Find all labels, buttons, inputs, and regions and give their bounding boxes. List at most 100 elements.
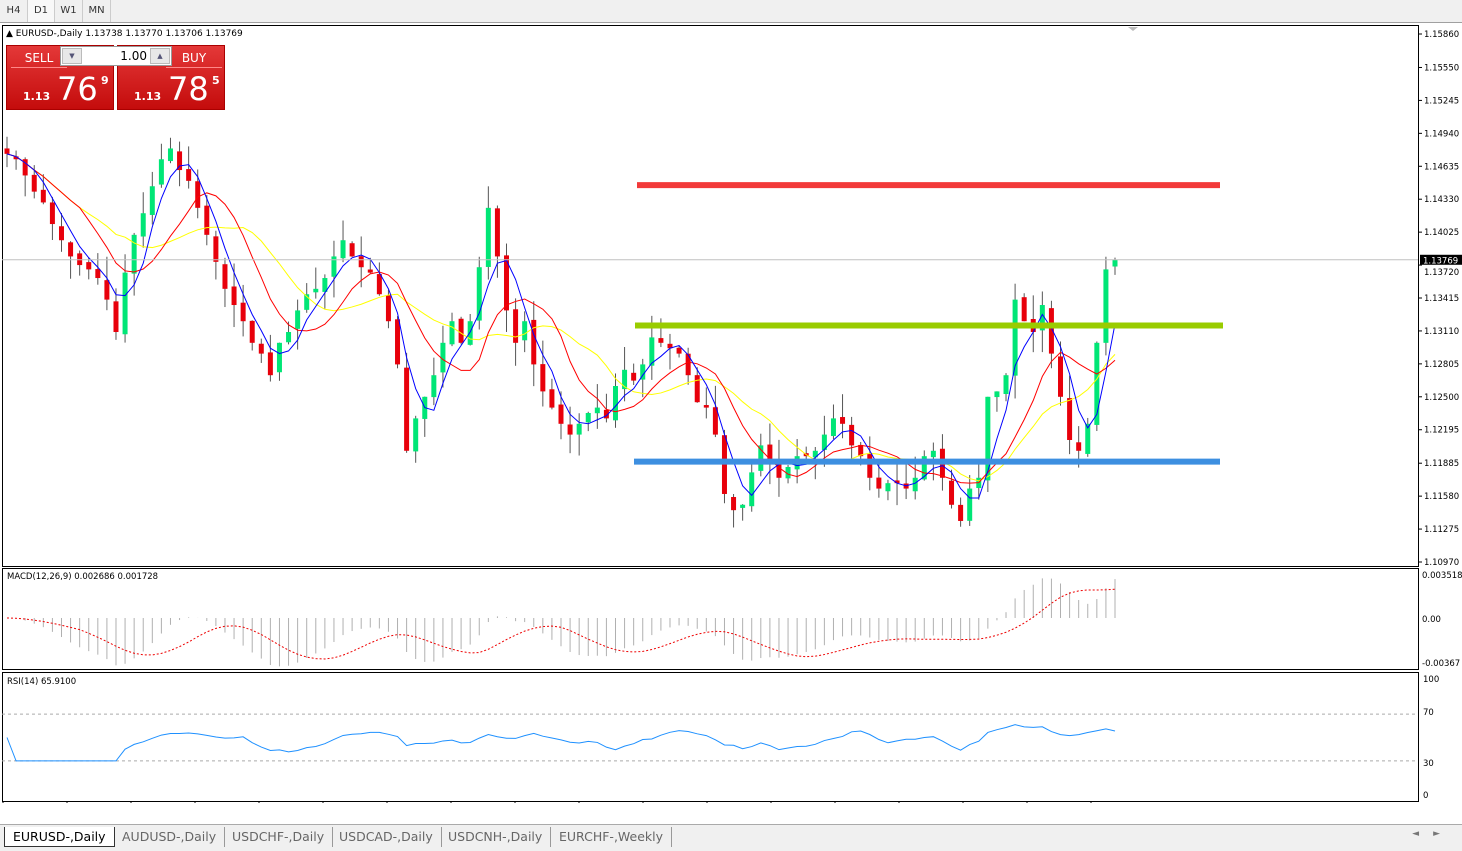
price-axis-label: 1.14330 bbox=[1424, 195, 1459, 205]
bull-candle bbox=[594, 407, 600, 414]
bull-candle bbox=[1039, 305, 1045, 331]
bear-candle bbox=[1067, 398, 1073, 440]
bull-candle bbox=[167, 148, 173, 162]
bull-candle bbox=[930, 450, 936, 458]
price-axis-label: 1.13720 bbox=[1424, 268, 1459, 278]
sell-price-prefix: 1.13 bbox=[23, 90, 51, 103]
bull-candle bbox=[821, 434, 827, 451]
bear-candle bbox=[658, 338, 664, 343]
timeframe-w1[interactable]: W1 bbox=[55, 0, 83, 22]
timeframe-d1[interactable]: D1 bbox=[28, 0, 55, 22]
ma-mid-line bbox=[6, 153, 1116, 484]
lot-size-stepper[interactable]: ▼ 1.00 ▲ bbox=[60, 46, 172, 66]
price-axis-label: 1.12500 bbox=[1424, 393, 1459, 403]
bear-candle bbox=[86, 262, 92, 270]
bear-candle bbox=[195, 181, 201, 208]
bull-candle bbox=[140, 213, 146, 237]
bear-candle bbox=[631, 372, 637, 381]
timeframe-h4[interactable]: H4 bbox=[0, 0, 28, 22]
bear-candle bbox=[113, 301, 119, 333]
price-axis-label: 1.10970 bbox=[1424, 558, 1459, 568]
price-axis-label: 1.14940 bbox=[1424, 129, 1459, 139]
macd-axis-label: 0.003518 bbox=[1422, 571, 1462, 581]
bear-candle bbox=[222, 264, 228, 289]
increase-lot-icon[interactable]: ▲ bbox=[150, 48, 170, 64]
bear-candle bbox=[249, 320, 255, 343]
tab-usdcad-daily[interactable]: USDCAD-,Daily bbox=[331, 827, 442, 847]
bull-candle bbox=[1094, 342, 1100, 425]
bull-candle bbox=[322, 278, 328, 292]
bear-candle bbox=[395, 319, 401, 365]
macd-axis-label: -0.00367 bbox=[1422, 659, 1460, 669]
bear-candle bbox=[1076, 442, 1082, 451]
price-axis-label: 1.15245 bbox=[1424, 96, 1459, 106]
tab-scroll-arrows-icon[interactable]: ◄► bbox=[1412, 829, 1454, 839]
bear-candle bbox=[213, 236, 219, 262]
bear-candle bbox=[531, 319, 537, 365]
bear-candle bbox=[68, 242, 74, 257]
tab-eurusd-daily[interactable]: EURUSD-,Daily bbox=[4, 827, 115, 847]
price-axis-label: 1.13415 bbox=[1424, 294, 1459, 304]
bear-candle bbox=[685, 353, 691, 376]
bull-candle bbox=[476, 267, 482, 321]
bear-candle bbox=[894, 480, 900, 484]
price-chart[interactable]: 1.15860 1.15550 1.15245 1.14940 1.14635 1.143… bbox=[2, 25, 1462, 803]
bull-candle bbox=[286, 332, 292, 343]
bear-candle bbox=[367, 269, 373, 273]
bear-candle bbox=[267, 352, 273, 376]
rsi-line bbox=[6, 724, 1116, 762]
bear-candle bbox=[4, 148, 10, 154]
bull-candle bbox=[122, 272, 128, 335]
timeframe-toolbar: H4 D1 W1 MN bbox=[0, 0, 1462, 23]
tab-eurchf-weekly[interactable]: EURCHF-,Weekly bbox=[551, 827, 673, 847]
bull-candle bbox=[967, 488, 973, 521]
collapse-triangle-icon[interactable]: ▲ bbox=[6, 29, 13, 39]
bull-candle bbox=[1012, 299, 1018, 376]
current-price-tag bbox=[1420, 254, 1462, 265]
bear-candle bbox=[712, 407, 718, 435]
price-axis-label: 1.14635 bbox=[1424, 162, 1459, 172]
tab-audusd-daily[interactable]: AUDUSD-,Daily bbox=[114, 827, 226, 847]
tab-usdchf-daily[interactable]: USDCHF-,Daily bbox=[224, 827, 334, 847]
rsi-pane-frame bbox=[2, 672, 1419, 802]
rsi-axis-label: 0 bbox=[1423, 791, 1428, 801]
bull-candle bbox=[640, 364, 646, 380]
bear-candle bbox=[186, 169, 192, 181]
price-axis-label: 1.15550 bbox=[1424, 63, 1459, 73]
macd-signal-line bbox=[6, 588, 1116, 660]
bear-candle bbox=[177, 151, 183, 171]
bull-candle bbox=[649, 337, 655, 366]
bull-candle bbox=[467, 321, 473, 345]
bear-candle bbox=[258, 343, 264, 354]
bull-candle bbox=[1003, 375, 1009, 394]
bull-candle bbox=[1085, 423, 1091, 454]
bull-candle bbox=[1103, 269, 1109, 343]
price-axis-label: 1.13110 bbox=[1424, 327, 1459, 337]
timeframe-mn[interactable]: MN bbox=[83, 0, 111, 22]
bull-candle bbox=[485, 207, 491, 267]
bull-candle bbox=[912, 477, 918, 492]
symbol-title: EURUSD-,Daily bbox=[15, 29, 83, 39]
bull-candle bbox=[131, 234, 137, 274]
bear-candle bbox=[504, 255, 510, 311]
bull-candle bbox=[313, 288, 319, 293]
buy-price-sup: 5 bbox=[212, 74, 220, 87]
bull-candle bbox=[304, 294, 310, 310]
lot-size-input[interactable]: 1.00 bbox=[120, 49, 147, 63]
bear-candle bbox=[667, 343, 673, 349]
bear-candle bbox=[540, 364, 546, 392]
bull-candle bbox=[740, 504, 746, 508]
bear-candle bbox=[558, 404, 564, 424]
decrease-lot-icon[interactable]: ▼ bbox=[62, 48, 82, 64]
bull-candle bbox=[994, 391, 1000, 398]
bull-candle bbox=[449, 321, 455, 345]
bull-candle bbox=[276, 342, 282, 373]
bear-candle bbox=[703, 405, 709, 408]
bear-candle bbox=[104, 280, 110, 300]
bear-candle bbox=[358, 256, 364, 268]
current-price-label: 1.13769 bbox=[1423, 256, 1458, 266]
bull-candle bbox=[440, 342, 446, 373]
bear-candle bbox=[58, 226, 64, 241]
bear-candle bbox=[1048, 308, 1054, 354]
tab-usdcnh-daily[interactable]: USDCNH-,Daily bbox=[440, 827, 552, 847]
